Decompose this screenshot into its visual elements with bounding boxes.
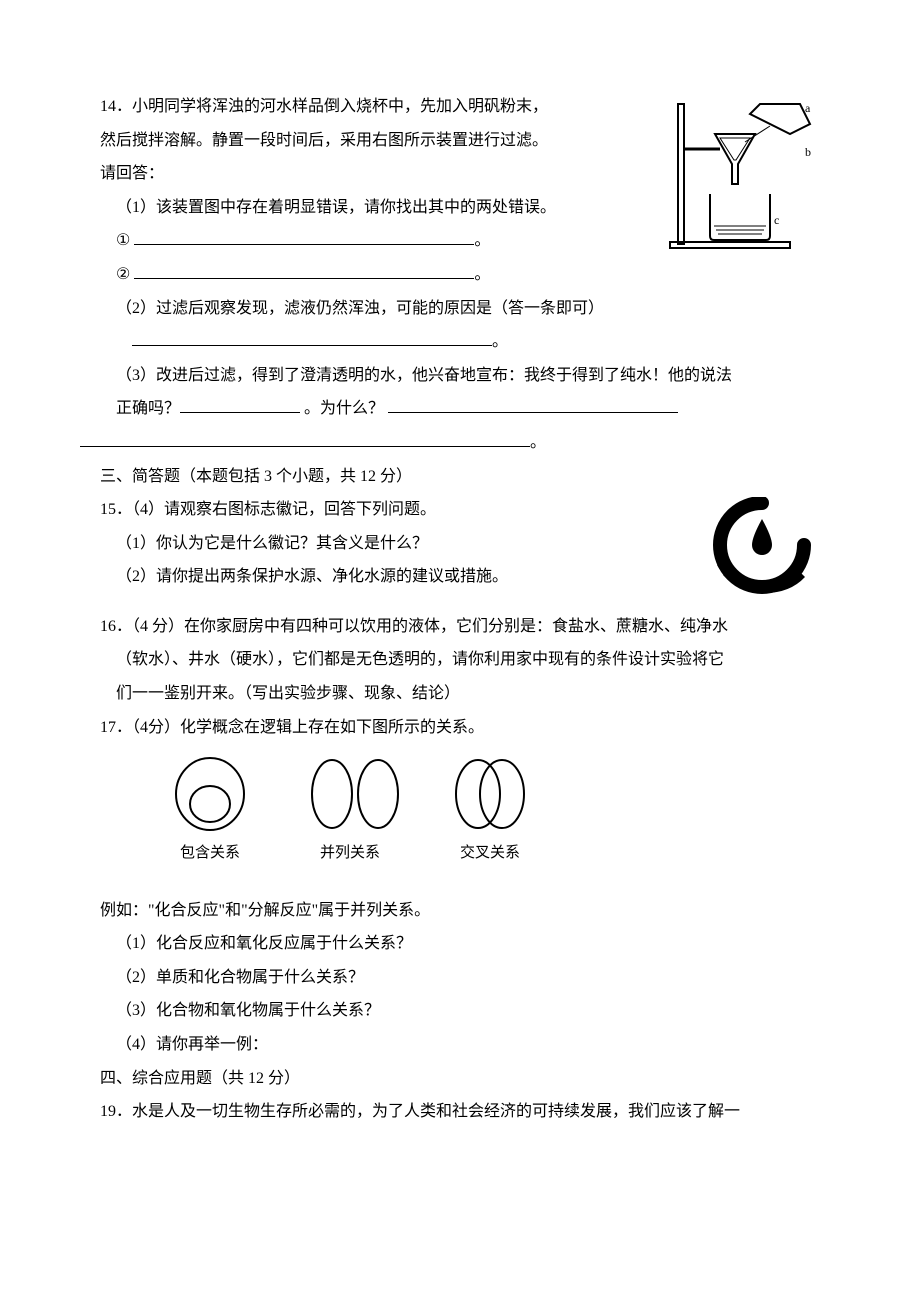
- q19-number: 19．: [100, 1103, 132, 1120]
- period: 。: [474, 266, 490, 283]
- blank-input[interactable]: [80, 430, 530, 447]
- q14-p2: （2）过滤后观察发现，滤液仍然浑浊，可能的原因是（答一条即可）: [100, 292, 820, 326]
- q14-number: 14．: [100, 98, 132, 115]
- q16-number: 16．: [100, 618, 132, 635]
- q17-p1: （1）化合反应和氧化反应属于什么关系？: [100, 927, 820, 961]
- section4-heading: 四、综合应用题（共 12 分）: [100, 1062, 820, 1096]
- q14-intro-l1: 小明同学将浑浊的河水样品倒入烧杯中，先加入明矾粉末，: [132, 98, 548, 115]
- q17-intro: （4分）化学概念在逻辑上存在如下图所示的关系。: [132, 719, 484, 736]
- blank-input[interactable]: [132, 329, 492, 346]
- q14-p3-l2a: 正确吗？: [116, 400, 180, 417]
- period: 。: [474, 232, 490, 249]
- water-protection-logo-svg: [705, 497, 820, 597]
- q16-line1: 16．（4 分）在你家厨房中有四种可以饮用的液体，它们分别是：食盐水、蔗糖水、纯…: [100, 610, 820, 644]
- svg-text:a: a: [805, 101, 811, 115]
- blank-input[interactable]: [388, 396, 678, 413]
- q16-l3: 们一一鉴别开来。（写出实验步骤、现象、结论）: [100, 677, 820, 711]
- diagram-contain: 包含关系: [160, 754, 260, 870]
- svg-text:c: c: [774, 213, 779, 227]
- diagram-parallel: 并列关系: [300, 754, 400, 870]
- q14-p1-b1-label: ①: [116, 232, 130, 249]
- section3-heading: 三、简答题（本题包括 3 个小题，共 12 分）: [100, 460, 820, 494]
- blank-input[interactable]: [134, 228, 474, 245]
- q17-example: 例如："化合反应"和"分解反应"属于并列关系。: [100, 894, 820, 928]
- diagram-intersect: 交叉关系: [440, 754, 540, 870]
- q17-p3: （3）化合物和氧化物属于什么关系？: [100, 994, 820, 1028]
- q14-p1-b2-label: ②: [116, 266, 130, 283]
- q19-text: 水是人及一切生物生存所必需的，为了人类和社会经济的可持续发展，我们应该了解一: [132, 1103, 740, 1120]
- q14-p3-l3: 。: [100, 426, 820, 460]
- filter-apparatus-svg: a b c: [660, 94, 820, 254]
- q17-p4: （4）请你再举一例：: [100, 1028, 820, 1062]
- q14-figure-filter: a b c: [660, 94, 820, 267]
- intersect-label: 交叉关系: [460, 838, 520, 870]
- blank-input[interactable]: [180, 396, 300, 413]
- q14: a b c 14．小明同学将浑浊的河水样品倒入烧杯中，先加入明矾粉末， 然后搅拌…: [100, 90, 820, 460]
- q17: 17．（4分）化学概念在逻辑上存在如下图所示的关系。 包含关系 并列关系: [100, 711, 820, 1062]
- q17-p2: （2）单质和化合物属于什么关系？: [100, 961, 820, 995]
- blank-input[interactable]: [134, 262, 474, 279]
- parallel-label: 并列关系: [320, 838, 380, 870]
- period: 。: [492, 333, 508, 350]
- parallel-relation-icon: [300, 754, 400, 834]
- period: 。: [530, 434, 546, 451]
- q15-number: 15．: [100, 501, 132, 518]
- q15-intro: （4）请观察右图标志徽记，回答下列问题。: [132, 501, 436, 518]
- contain-label: 包含关系: [180, 838, 240, 870]
- q14-p2-blank: 。: [100, 325, 820, 359]
- q17-line1: 17．（4分）化学概念在逻辑上存在如下图所示的关系。: [100, 711, 820, 745]
- q14-p3-l2: 正确吗？ 。为什么？: [100, 392, 820, 426]
- intersect-relation-icon: [440, 754, 540, 834]
- q14-p3-l1: （3）改进后过滤，得到了澄清透明的水，他兴奋地宣布：我终于得到了纯水！他的说法: [100, 359, 820, 393]
- q16-l1: （4 分）在你家厨房中有四种可以饮用的液体，它们分别是：食盐水、蔗糖水、纯净水: [132, 618, 728, 635]
- q17-number: 17．: [100, 719, 132, 736]
- q16-l2: （软水）、井水（硬水），它们都是无色透明的，请你利用家中现有的条件设计实验将它: [100, 643, 820, 677]
- svg-text:b: b: [805, 145, 811, 159]
- q19: 19．水是人及一切生物生存所必需的，为了人类和社会经济的可持续发展，我们应该了解…: [100, 1095, 820, 1129]
- contain-relation-icon: [160, 754, 260, 834]
- q15-figure-water-logo: [705, 497, 820, 610]
- q17-relation-diagrams: 包含关系 并列关系 交叉关系: [160, 754, 820, 870]
- q14-p3-l2b: 。为什么？: [304, 400, 384, 417]
- document-page: a b c 14．小明同学将浑浊的河水样品倒入烧杯中，先加入明矾粉末， 然后搅拌…: [0, 0, 920, 1189]
- q15: 15．（4）请观察右图标志徽记，回答下列问题。 （1）你认为它是什么徽记？其含义…: [100, 493, 820, 610]
- q19-line1: 19．水是人及一切生物生存所必需的，为了人类和社会经济的可持续发展，我们应该了解…: [100, 1095, 820, 1129]
- q16: 16．（4 分）在你家厨房中有四种可以饮用的液体，它们分别是：食盐水、蔗糖水、纯…: [100, 610, 820, 711]
